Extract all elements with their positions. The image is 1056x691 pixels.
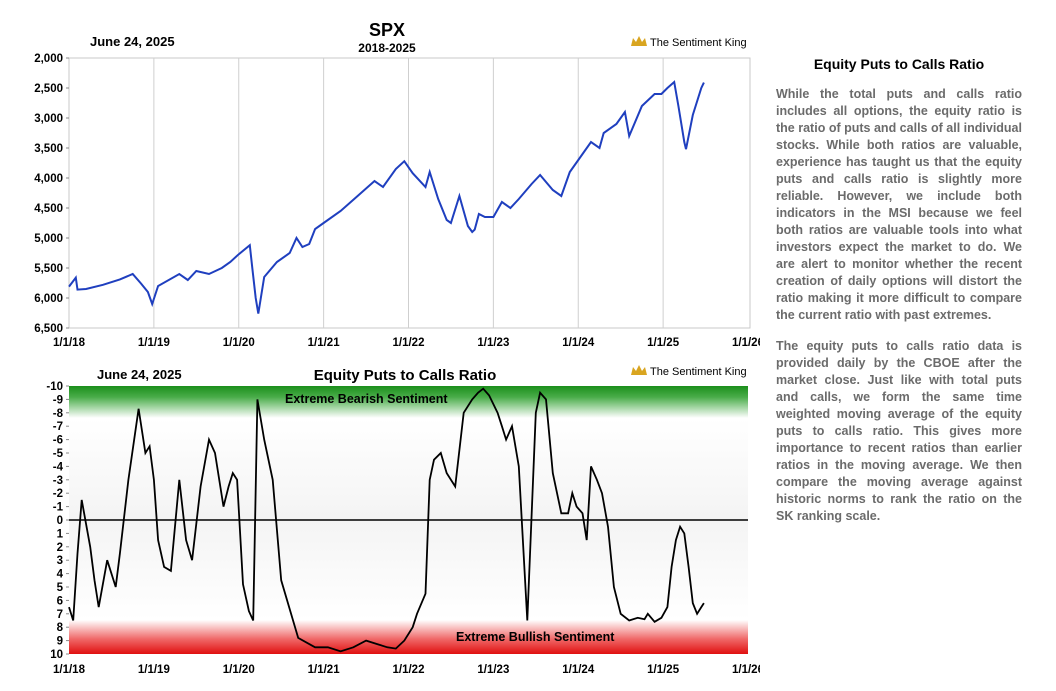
- charts-canvas: SPX 2018-2025 June 24, 2025 The Sentimen…: [34, 20, 760, 676]
- y-tick-label: 10: [50, 649, 63, 661]
- brand-label: The Sentiment King: [650, 37, 747, 49]
- x-tick-label: 1/1/20: [223, 337, 255, 349]
- crown-icon: [631, 36, 647, 46]
- y-tick-label: 2,000: [34, 53, 63, 65]
- y-tick-label: 0: [57, 515, 63, 527]
- x-tick-label: 1/1/22: [393, 337, 425, 349]
- y-tick-label: 6: [57, 595, 63, 607]
- bullish-zone: [69, 620, 748, 654]
- y-tick-label: -3: [53, 475, 63, 487]
- x-tick-label: 1/1/19: [138, 664, 170, 676]
- ratio-chart: Equity Puts to Calls Ratio June 24, 2025…: [46, 365, 760, 676]
- y-tick-label: 2: [57, 542, 63, 554]
- y-tick-label: 4: [57, 569, 64, 581]
- y-tick-label: -2: [53, 488, 63, 500]
- x-tick-label: 1/1/22: [393, 664, 425, 676]
- x-tick-label: 1/1/26: [732, 337, 760, 349]
- x-tick-label: 1/1/25: [647, 664, 680, 676]
- x-tick-label: 1/1/24: [562, 337, 595, 349]
- y-tick-label: 8: [57, 622, 64, 634]
- spx-chart: SPX 2018-2025 June 24, 2025 The Sentimen…: [34, 20, 760, 349]
- sidebar-paragraph-2: The equity puts to calls ratio data is p…: [776, 339, 1022, 523]
- x-tick-label: 1/1/23: [477, 664, 509, 676]
- x-tick-label: 1/1/18: [53, 337, 86, 349]
- spx-plot-area: [68, 57, 751, 329]
- y-tick-label: -4: [53, 461, 64, 473]
- y-tick-label: 5,500: [34, 263, 63, 275]
- bearish-annotation: Extreme Bearish Sentiment: [285, 392, 448, 406]
- x-tick-label: 1/1/24: [562, 664, 595, 676]
- spx-chart-subtitle: 2018-2025: [358, 41, 416, 55]
- neutral-zone: [69, 418, 748, 620]
- sidebar-panel: Equity Puts to Calls Ratio While the tot…: [776, 56, 1022, 539]
- ratio-date-label: June 24, 2025: [97, 367, 182, 382]
- brand-label: The Sentiment King: [650, 366, 747, 378]
- y-tick-label: -7: [53, 421, 63, 433]
- x-tick-label: 1/1/21: [308, 664, 341, 676]
- y-tick-label: 2,500: [34, 83, 63, 95]
- crown-icon: [631, 365, 647, 375]
- y-tick-label: -1: [53, 502, 64, 514]
- y-tick-label: 3,500: [34, 143, 63, 155]
- y-tick-label: -10: [46, 381, 63, 393]
- ratio-series-line: [68, 387, 705, 653]
- sidebar-title: Equity Puts to Calls Ratio: [813, 56, 985, 72]
- x-tick-label: 1/1/23: [477, 337, 509, 349]
- y-tick-label: 5: [57, 582, 64, 594]
- bearish-zone: [69, 386, 748, 418]
- spx-chart-title: SPX: [369, 20, 405, 40]
- y-tick-label: -9: [53, 394, 63, 406]
- x-tick-label: 1/1/19: [138, 337, 170, 349]
- y-tick-label: -8: [53, 408, 64, 420]
- ratio-chart-title: Equity Puts to Calls Ratio: [314, 367, 497, 384]
- y-tick-label: 4,500: [34, 203, 63, 215]
- y-tick-label: 6,500: [34, 323, 63, 335]
- y-tick-label: 4,000: [34, 173, 63, 185]
- x-tick-label: 1/1/26: [732, 664, 760, 676]
- x-tick-label: 1/1/25: [647, 337, 680, 349]
- y-tick-label: 3: [57, 555, 63, 567]
- y-tick-label: -6: [53, 435, 63, 447]
- y-tick-label: 7: [57, 609, 63, 621]
- y-tick-label: 3,000: [34, 113, 63, 125]
- x-tick-label: 1/1/20: [223, 664, 255, 676]
- x-tick-label: 1/1/18: [53, 664, 86, 676]
- x-tick-label: 1/1/21: [308, 337, 341, 349]
- y-tick-label: 9: [57, 636, 63, 648]
- spx-date-label: June 24, 2025: [90, 34, 175, 49]
- bullish-annotation: Extreme Bullish Sentiment: [456, 630, 615, 644]
- sidebar-paragraph-1: While the total puts and calls ratio inc…: [776, 87, 1022, 322]
- y-tick-label: -5: [53, 448, 64, 460]
- y-tick-label: 5,000: [34, 233, 63, 245]
- y-tick-label: 1: [57, 528, 64, 540]
- y-tick-label: 6,000: [34, 293, 63, 305]
- spx-series-line: [68, 80, 705, 314]
